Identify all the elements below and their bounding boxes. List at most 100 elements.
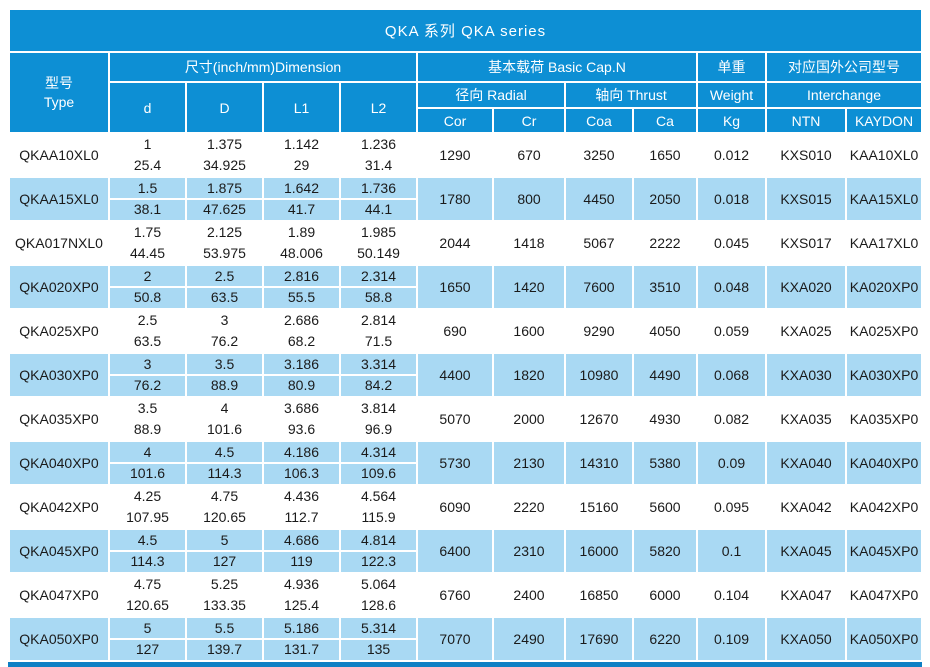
cell-kaydon: KA040XP0 [844, 440, 924, 486]
table-title: QKA 系列 QKA series [7, 8, 924, 53]
cell-coa: 9290 [564, 308, 634, 354]
table-row: QKA050XP0 5 127 5.5 139.7 5.186 131.7 5.314 135 7… [8, 616, 924, 662]
cell-coa: 7600 [564, 264, 634, 310]
cell-kg: 0.095 [696, 484, 767, 530]
cell-type: QKA045XP0 [8, 528, 110, 574]
cell-ca: 4490 [632, 352, 698, 398]
cell-kaydon: KA035XP0 [844, 396, 924, 442]
cell-L1: 2.686 68.2 [262, 308, 341, 354]
header-type: 型号 Type [8, 51, 110, 134]
value-mm: 131.7 [265, 638, 338, 659]
cell-type: QKA030XP0 [8, 352, 110, 398]
header-kg: Kg [696, 107, 767, 134]
cell-ntn: KXA047 [765, 572, 847, 618]
value-mm: 127 [188, 550, 261, 571]
cell-coa: 3250 [564, 132, 634, 178]
value-mm: 120.65 [188, 506, 261, 527]
value-inch: 1.5 [137, 180, 158, 196]
value-inch: 1.875 [206, 180, 243, 196]
cell-D: 2.125 53.975 [185, 220, 264, 266]
cell-L1: 1.89 48.006 [262, 220, 341, 266]
cell-coa: 14310 [564, 440, 634, 486]
header-cor: Cor [416, 107, 494, 134]
value-mm: 101.6 [188, 418, 261, 439]
cell-cr: 2310 [492, 528, 566, 574]
cell-kaydon: KAA10XL0 [844, 132, 924, 178]
value-mm: 135 [342, 638, 415, 659]
value-mm: 44.45 [111, 242, 184, 263]
header-kaydon: KAYDON [844, 107, 924, 134]
cell-kg: 0.018 [696, 176, 767, 222]
cell-d: 5 127 [108, 616, 187, 662]
cell-d: 3.5 88.9 [108, 396, 187, 442]
value-mm: 50.8 [111, 286, 184, 307]
header-cr: Cr [492, 107, 566, 134]
cell-ntn: KXA045 [765, 528, 847, 574]
value-inch: 4.75 [210, 488, 239, 504]
cell-cr: 800 [492, 176, 566, 222]
value-mm: 114.3 [188, 462, 261, 483]
value-mm: 31.4 [342, 154, 415, 175]
header-ca: Ca [632, 107, 698, 134]
cell-type: QKA040XP0 [8, 440, 110, 486]
cell-kg: 0.09 [696, 440, 767, 486]
value-mm: 76.2 [111, 374, 184, 395]
cell-cor: 4400 [416, 352, 494, 398]
header-type-en: Type [43, 93, 75, 110]
cell-ntn: KXS017 [765, 220, 847, 266]
value-mm: 106.3 [265, 462, 338, 483]
cell-L1: 1.642 41.7 [262, 176, 341, 222]
value-mm: 63.5 [111, 330, 184, 351]
value-inch: 5.064 [360, 576, 397, 592]
header-D: D [185, 81, 264, 134]
table-row: QKA040XP0 4 101.6 4.5 114.3 4.186 106.3 4.314 10… [8, 440, 924, 486]
cell-coa: 16000 [564, 528, 634, 574]
value-inch: 2.5 [214, 268, 235, 284]
cell-ca: 1650 [632, 132, 698, 178]
cell-ntn: KXA030 [765, 352, 847, 398]
value-inch: 5.5 [214, 620, 235, 636]
value-mm: 120.65 [111, 594, 184, 615]
value-inch: 1.985 [360, 224, 397, 240]
header-coa: Coa [564, 107, 634, 134]
cell-D: 5.25 133.35 [185, 572, 264, 618]
cell-kg: 0.048 [696, 264, 767, 310]
value-mm: 88.9 [111, 418, 184, 439]
cell-type: QKA047XP0 [8, 572, 110, 618]
cell-d: 1.5 38.1 [108, 176, 187, 222]
cell-L1: 5.186 131.7 [262, 616, 341, 662]
value-mm: 84.2 [342, 374, 415, 395]
cell-D: 2.5 63.5 [185, 264, 264, 310]
value-inch: 2.816 [283, 268, 320, 284]
cell-cor: 1290 [416, 132, 494, 178]
header-L2: L2 [339, 81, 418, 134]
value-inch: 1 [143, 136, 152, 152]
header-dimension: 尺寸(inch/mm)Dimension [108, 51, 418, 83]
cell-kg: 0.082 [696, 396, 767, 442]
cell-D: 5 127 [185, 528, 264, 574]
table-row: QKA047XP0 4.75 120.65 5.25 133.35 4.936 125.4 5… [8, 572, 924, 618]
cell-kg: 0.068 [696, 352, 767, 398]
cell-type: QKA025XP0 [8, 308, 110, 354]
value-inch: 2.125 [206, 224, 243, 240]
header-type-zh: 型号 [45, 74, 73, 91]
cell-type: QKA050XP0 [8, 616, 110, 662]
value-inch: 4.936 [283, 576, 320, 592]
cell-kaydon: KA030XP0 [844, 352, 924, 398]
cell-kg: 0.045 [696, 220, 767, 266]
cell-L1: 3.686 93.6 [262, 396, 341, 442]
cell-kg: 0.1 [696, 528, 767, 574]
value-mm: 88.9 [188, 374, 261, 395]
cell-L2: 2.814 71.5 [339, 308, 418, 354]
cell-cor: 5070 [416, 396, 494, 442]
table-bottom-bar [8, 662, 922, 667]
cell-kg: 0.109 [696, 616, 767, 662]
cell-cor: 1780 [416, 176, 494, 222]
cell-cr: 1420 [492, 264, 566, 310]
value-mm: 53.975 [188, 242, 261, 263]
cell-L2: 4.564 115.9 [339, 484, 418, 530]
cell-cor: 7070 [416, 616, 494, 662]
cell-D: 3.5 88.9 [185, 352, 264, 398]
cell-d: 4 101.6 [108, 440, 187, 486]
cell-D: 4.5 114.3 [185, 440, 264, 486]
